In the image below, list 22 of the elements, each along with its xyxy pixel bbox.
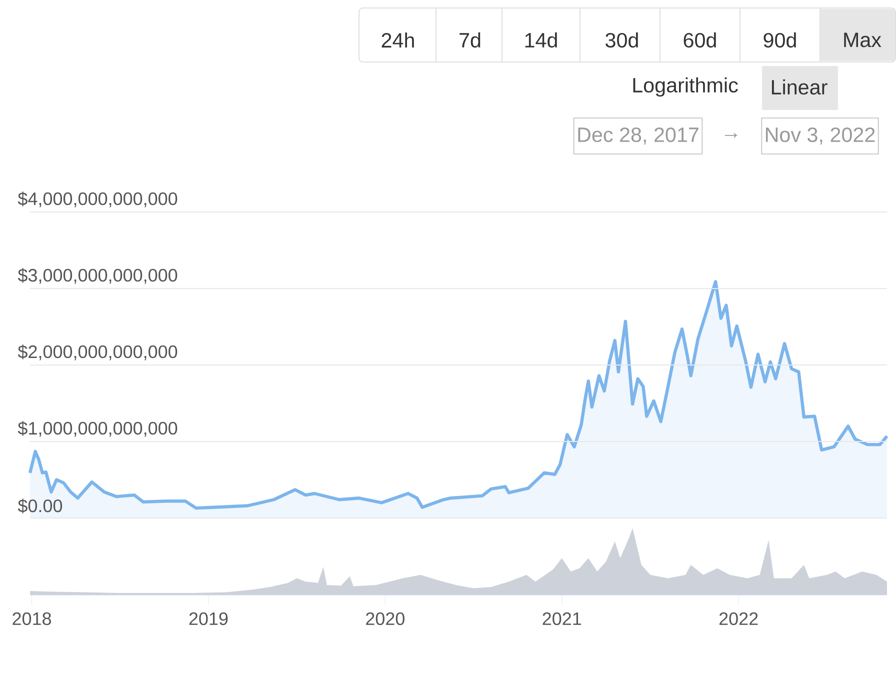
y-tick-label: $1,000,000,000,000: [18, 421, 178, 437]
y-tick-label: $4,000,000,000,000: [18, 192, 178, 208]
x-tick-label: 2018: [12, 612, 51, 626]
text: 60d: [684, 32, 716, 48]
text: 14d: [525, 32, 557, 48]
text: Linear: [772, 79, 828, 95]
text: Dec 28, 2017: [578, 127, 698, 145]
text: 30d: [606, 32, 638, 48]
x-tick-label: 2022: [719, 612, 758, 626]
x-tick-label: 2019: [189, 612, 228, 626]
text: Logarithmic: [633, 77, 738, 97]
text: →: [724, 133, 738, 138]
text: Max: [844, 32, 882, 48]
y-tick-label: $0.00: [18, 498, 62, 514]
x-tick-label: 2020: [366, 612, 404, 626]
x-tick-label: 2021: [542, 612, 582, 626]
y-tick-label: $2,000,000,000,000: [18, 344, 178, 360]
text: 90d: [764, 32, 796, 48]
y-tick-label: $3,000,000,000,000: [18, 268, 178, 284]
text: 24h: [382, 32, 414, 48]
text: Nov 3, 2022: [766, 127, 875, 145]
text: 7d: [460, 32, 480, 48]
